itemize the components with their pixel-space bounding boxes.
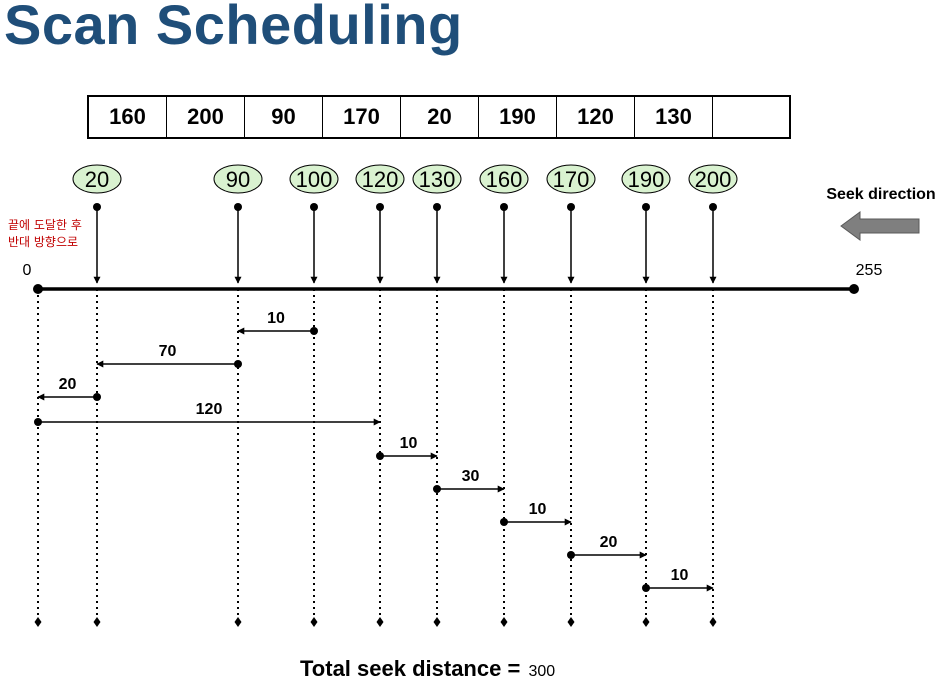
seek-direction-label: Seek direction (826, 186, 935, 203)
movement-distance-label: 70 (159, 343, 177, 360)
guide-end-diamond (234, 617, 242, 627)
queue-cell: 130 (635, 97, 713, 137)
movement-distance-label: 10 (671, 567, 689, 584)
request-label: 130 (419, 167, 456, 192)
request-label: 170 (553, 167, 590, 192)
seek-direction-arrow-icon (840, 211, 920, 241)
movement-distance-label: 10 (400, 435, 418, 452)
end-note-line: 끝에 도달한 후 (8, 218, 82, 232)
request-bubble (688, 164, 738, 194)
request-label: 20 (85, 167, 109, 192)
guide-end-diamond (433, 617, 441, 627)
total-seek-distance: Total seek distance = 300 (300, 656, 555, 682)
movement-distance-label: 20 (59, 376, 77, 393)
queue-cell: 160 (89, 97, 167, 137)
guide-end-diamond (376, 617, 384, 627)
request-label: 120 (362, 167, 399, 192)
guide-end-diamond (567, 617, 575, 627)
page-title: Scan Scheduling (4, 0, 463, 56)
axis-start-dot (33, 284, 43, 294)
guide-end-diamond (310, 617, 318, 627)
request-label: 100 (296, 167, 333, 192)
queue-cell: 90 (245, 97, 323, 137)
queue-cell: 20 (401, 97, 479, 137)
queue-cell: 170 (323, 97, 401, 137)
request-label: 190 (628, 167, 665, 192)
request-bubble (355, 164, 405, 194)
movement-distance-label: 120 (196, 401, 223, 418)
axis-max-label: 255 (856, 262, 883, 279)
movement-distance-label: 20 (600, 534, 618, 551)
guide-end-diamond (93, 617, 101, 627)
request-bubble (72, 164, 122, 194)
movement-distance-label: 30 (462, 468, 480, 485)
guide-end-diamond (642, 617, 650, 627)
request-bubble (546, 164, 596, 194)
total-label: Total seek distance = (300, 656, 521, 681)
axis-min-label: 0 (23, 262, 32, 279)
end-note-line: 반대 방향으로 (8, 235, 78, 249)
request-label: 200 (695, 167, 732, 192)
request-queue: 160 200 90 170 20 190 120 130 (87, 95, 791, 139)
request-bubble (479, 164, 529, 194)
queue-cell: 120 (557, 97, 635, 137)
guide-end-diamond (500, 617, 508, 627)
axis-end-dot (849, 284, 859, 294)
request-label: 160 (486, 167, 523, 192)
request-bubble (621, 164, 671, 194)
queue-cell: 190 (479, 97, 557, 137)
guide-end-diamond (709, 617, 717, 627)
request-bubble (289, 164, 339, 194)
queue-cell: 200 (167, 97, 245, 137)
request-bubble (412, 164, 462, 194)
movement-distance-label: 10 (529, 501, 547, 518)
movement-distance-label: 10 (267, 310, 285, 327)
total-value: 300 (528, 663, 556, 680)
guide-end-diamond (34, 617, 42, 627)
request-bubble (213, 164, 263, 194)
request-label: 90 (226, 167, 250, 192)
